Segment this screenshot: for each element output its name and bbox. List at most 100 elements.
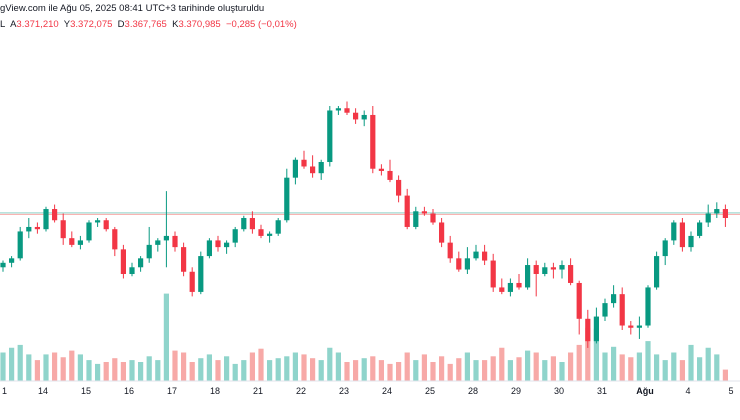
candle-body xyxy=(396,179,402,196)
candle-body xyxy=(499,287,505,292)
candle xyxy=(464,247,470,274)
candle-body xyxy=(654,256,660,288)
candle xyxy=(516,274,522,290)
volume-bar xyxy=(60,357,66,381)
candle xyxy=(241,215,247,232)
candle-body xyxy=(155,240,161,245)
candle-body xyxy=(542,267,548,274)
volume-bar xyxy=(232,363,238,381)
x-tick-label: 23 xyxy=(339,386,349,396)
close-value: 3.370,985 xyxy=(178,19,221,30)
candle xyxy=(473,244,479,261)
volume-bar xyxy=(129,360,135,381)
volume-bar xyxy=(344,362,350,381)
volume-bar xyxy=(310,358,316,381)
volume-bar xyxy=(215,360,221,381)
candle-body xyxy=(602,303,608,317)
candle-body xyxy=(378,168,384,171)
candle-body xyxy=(258,229,264,236)
candle-body xyxy=(0,262,6,268)
candle-body xyxy=(722,209,728,218)
high-value: 3.372,075 xyxy=(70,19,113,30)
candle-body xyxy=(267,233,273,236)
candle xyxy=(206,238,212,259)
x-tick-label: 22 xyxy=(296,386,306,396)
volume-bar xyxy=(559,362,565,381)
low-label: D xyxy=(117,19,125,30)
candle xyxy=(301,150,307,169)
candle xyxy=(284,168,290,223)
candle xyxy=(86,220,92,243)
candle xyxy=(671,220,677,245)
volume-bar xyxy=(138,362,144,381)
volume-bar xyxy=(120,362,126,381)
candle xyxy=(0,260,6,272)
candle-body xyxy=(679,222,685,248)
volume-bar xyxy=(86,360,92,381)
candle-body xyxy=(413,211,419,227)
candle-body xyxy=(275,220,281,234)
candle xyxy=(370,106,376,174)
candle-body xyxy=(430,213,436,223)
volume-bar xyxy=(258,348,264,381)
volume-bar xyxy=(163,293,169,381)
candle xyxy=(439,218,445,248)
candle xyxy=(456,251,462,272)
candle xyxy=(714,202,720,218)
volume-bar xyxy=(593,328,599,381)
candles xyxy=(0,101,728,348)
x-tick-label: 4 xyxy=(685,386,690,396)
candle xyxy=(198,251,204,295)
high-label: Y xyxy=(63,19,71,30)
volume-bar xyxy=(671,352,677,381)
x-tick-label: 30 xyxy=(554,386,564,396)
candle xyxy=(335,106,341,115)
volume-bar xyxy=(396,362,402,381)
x-tick-label: 24 xyxy=(382,386,392,396)
candle-body xyxy=(146,244,152,259)
volume-bar xyxy=(697,357,703,381)
candle-body xyxy=(292,159,298,178)
ohlc-legend: L A3.371,210 Y3.372,075 D3.367,765 K3.37… xyxy=(0,19,297,31)
candle xyxy=(155,238,161,252)
candle-body xyxy=(628,325,634,328)
candle-body xyxy=(645,287,651,326)
candle xyxy=(353,108,359,124)
candle-body xyxy=(671,222,677,241)
volume-bar xyxy=(714,354,720,381)
candle xyxy=(490,253,496,292)
volume-bar xyxy=(301,354,307,381)
candle xyxy=(404,188,410,230)
volume-bar xyxy=(662,360,668,381)
price-level-lines xyxy=(0,212,740,215)
volume-bar xyxy=(95,363,101,381)
volume-bar xyxy=(26,354,32,381)
candle-body xyxy=(473,251,479,259)
x-tick-label: 18 xyxy=(210,386,220,396)
volume-bar xyxy=(17,344,23,381)
candle xyxy=(559,260,565,279)
candle xyxy=(17,226,23,261)
candle-body xyxy=(525,265,531,288)
volume-bar xyxy=(447,363,453,381)
candle-body xyxy=(464,258,470,270)
candle-body xyxy=(26,226,32,232)
candle xyxy=(654,251,660,290)
volume-bar xyxy=(456,358,462,381)
x-axis-ticks: 1 14 15 16 17 18 21 22 23 24 25 28 29 30 31 Ağu 4 5 xyxy=(2,386,734,396)
candle-body xyxy=(327,110,333,162)
candle xyxy=(249,211,255,234)
candle xyxy=(172,231,178,252)
volume-bar xyxy=(473,360,479,381)
candle-body xyxy=(77,240,83,245)
candle-body xyxy=(120,249,126,274)
volume-bar xyxy=(387,363,393,381)
candle-body xyxy=(43,209,49,230)
candle-body xyxy=(189,271,195,292)
candle-body xyxy=(662,240,668,257)
volume-bar xyxy=(69,350,75,381)
candle-body xyxy=(585,318,591,342)
candle xyxy=(232,226,238,248)
volume-bar xyxy=(585,327,591,381)
